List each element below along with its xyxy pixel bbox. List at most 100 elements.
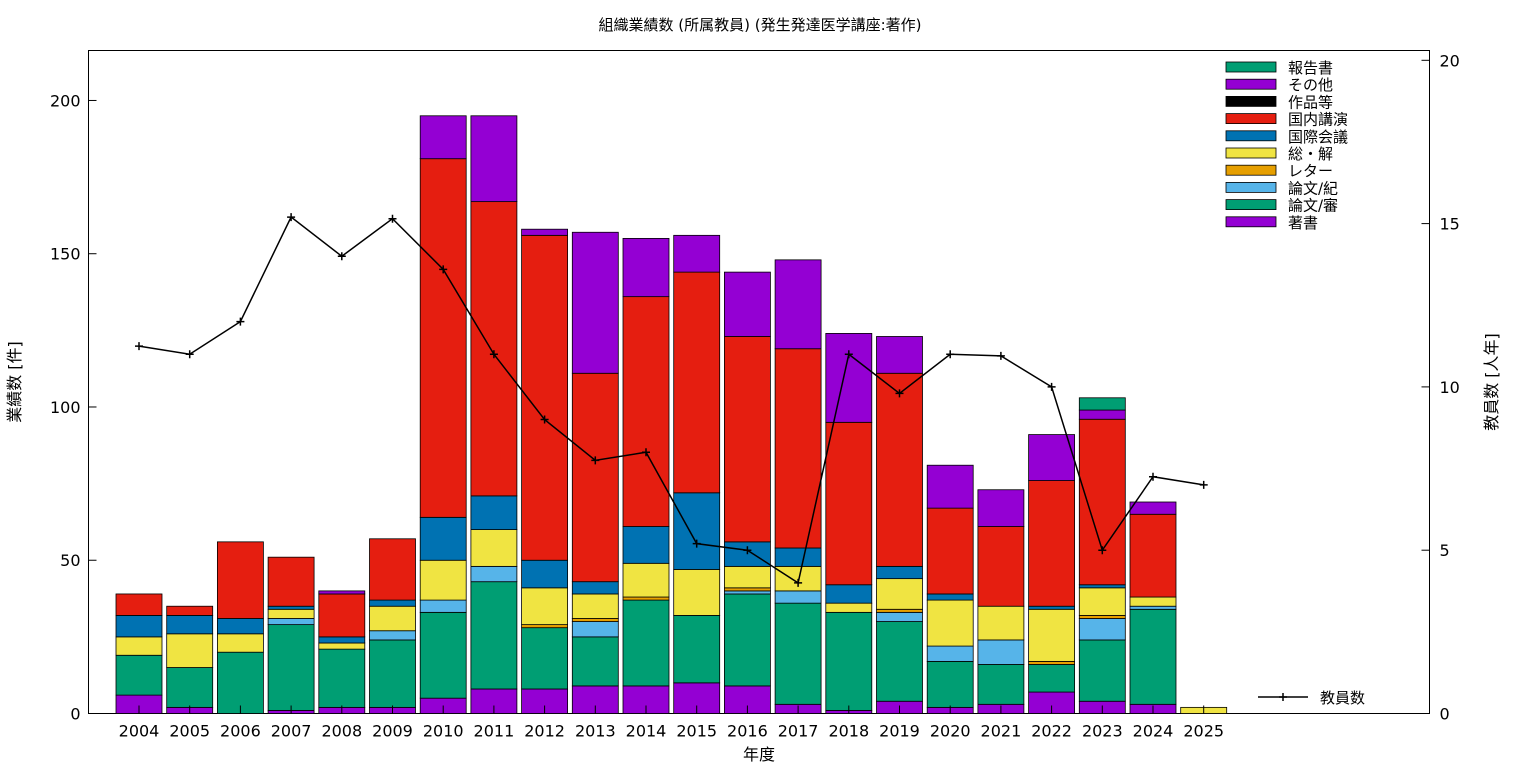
legend-label: 国際会議 (1288, 128, 1348, 146)
x-tick-label: 2024 (1133, 722, 1174, 741)
line-point-marker (844, 350, 853, 359)
bar-segment (876, 621, 923, 702)
legend-swatch (1225, 216, 1277, 228)
bar-segment (673, 234, 721, 273)
bar-segment (622, 296, 670, 527)
bar-segment (166, 605, 214, 616)
bar-segment (1078, 587, 1126, 616)
legend-label: 報告書 (1288, 59, 1333, 77)
bar-segment (724, 565, 771, 589)
bar-segment (926, 645, 974, 662)
bar-segment (622, 596, 670, 601)
line-point-marker (1199, 480, 1208, 489)
bar-segment (419, 115, 467, 160)
legend-label: その他 (1288, 76, 1333, 94)
legend-swatch (1225, 181, 1277, 193)
line-point-marker (439, 265, 448, 274)
legend-swatch (1225, 96, 1277, 107)
bar-segment (369, 605, 416, 632)
x-tick-label: 2008 (321, 722, 362, 741)
bar-segment (926, 507, 974, 595)
legend-label: 論文/紀 (1288, 179, 1338, 197)
bar-segment (115, 654, 163, 696)
x-tick-label: 2010 (423, 722, 464, 741)
bar-segment (977, 526, 1025, 607)
x-tick-label: 2023 (1082, 722, 1123, 741)
bar-segment (521, 587, 568, 626)
x-tick-label: 2025 (1183, 722, 1224, 741)
bar-segment (1078, 397, 1126, 411)
bar-segment (774, 547, 822, 567)
line-point-marker (236, 317, 245, 326)
x-tick-label: 2012 (524, 722, 565, 741)
bars-layer (115, 115, 1228, 714)
bar-segment (369, 639, 416, 708)
bar-segment (774, 259, 822, 350)
bar-segment (724, 336, 771, 543)
line-point-marker (1098, 546, 1107, 555)
line-point-marker (489, 350, 498, 359)
bar-segment (926, 599, 974, 647)
bar-segment (876, 372, 923, 567)
bar-segment (825, 584, 873, 604)
bar-segment (521, 228, 568, 236)
y2-tick-label: 10 (1440, 378, 1460, 397)
legend-label: 作品等 (1288, 93, 1333, 111)
bar-segment (216, 651, 264, 714)
bar-segment (216, 633, 264, 653)
bar-segment (419, 158, 467, 518)
bar-segment (470, 581, 518, 690)
x-axis-label: 年度 (743, 745, 775, 764)
legend-swatch (1225, 61, 1277, 73)
y2-tick-label: 5 (1440, 541, 1450, 560)
bar-segment (876, 578, 923, 610)
x-tick-label: 2013 (575, 722, 616, 741)
bar-segment (318, 593, 366, 638)
line-layer (135, 213, 1208, 587)
line-point-marker (591, 456, 600, 465)
bar-segment (1078, 409, 1126, 420)
bar-segment (521, 627, 568, 690)
legend-swatch (1225, 130, 1277, 142)
bar-segment (571, 581, 619, 595)
bar-segment (1129, 513, 1177, 598)
x-tick-label: 2014 (626, 722, 667, 741)
x-tick-label: 2006 (220, 722, 261, 741)
bar-segment (622, 237, 670, 298)
line-point-marker (287, 213, 296, 222)
bar-segment (1129, 596, 1177, 607)
bar-segment (774, 590, 822, 604)
bar-segment (876, 336, 923, 374)
legend-line-marker (1279, 693, 1287, 701)
bar-segment (673, 615, 721, 684)
bar-segment (318, 648, 366, 708)
bar-segment (673, 271, 721, 494)
bar-segment (876, 565, 923, 580)
bar-segment (724, 271, 771, 337)
bar-segment (774, 602, 822, 705)
bar-segment (470, 115, 518, 203)
x-tick-label: 2018 (828, 722, 869, 741)
bar-segment (267, 624, 315, 711)
y2-tick-label: 0 (1440, 705, 1450, 724)
bar-segment (1078, 639, 1126, 702)
bar-segment (825, 602, 873, 613)
legend-line-label: 教員数 (1320, 689, 1365, 707)
bar-segment (926, 660, 974, 708)
bar-segment (571, 618, 619, 622)
x-tick-label: 2004 (119, 722, 160, 741)
line-point-marker (540, 415, 549, 424)
bar-segment (216, 618, 264, 635)
bar-segment (571, 621, 619, 638)
y-tick-label: 100 (50, 398, 81, 417)
x-tick-label: 2021 (981, 722, 1022, 741)
bar-segment (521, 624, 568, 629)
line-point-marker (337, 252, 346, 261)
bar-segment (926, 593, 974, 601)
x-tick-label: 2017 (778, 722, 819, 741)
legend-swatch (1225, 78, 1277, 90)
y2-axis-label: 教員数 [人年] (1482, 333, 1501, 431)
bar-segment (1028, 480, 1075, 607)
x-tick-label: 2022 (1031, 722, 1072, 741)
